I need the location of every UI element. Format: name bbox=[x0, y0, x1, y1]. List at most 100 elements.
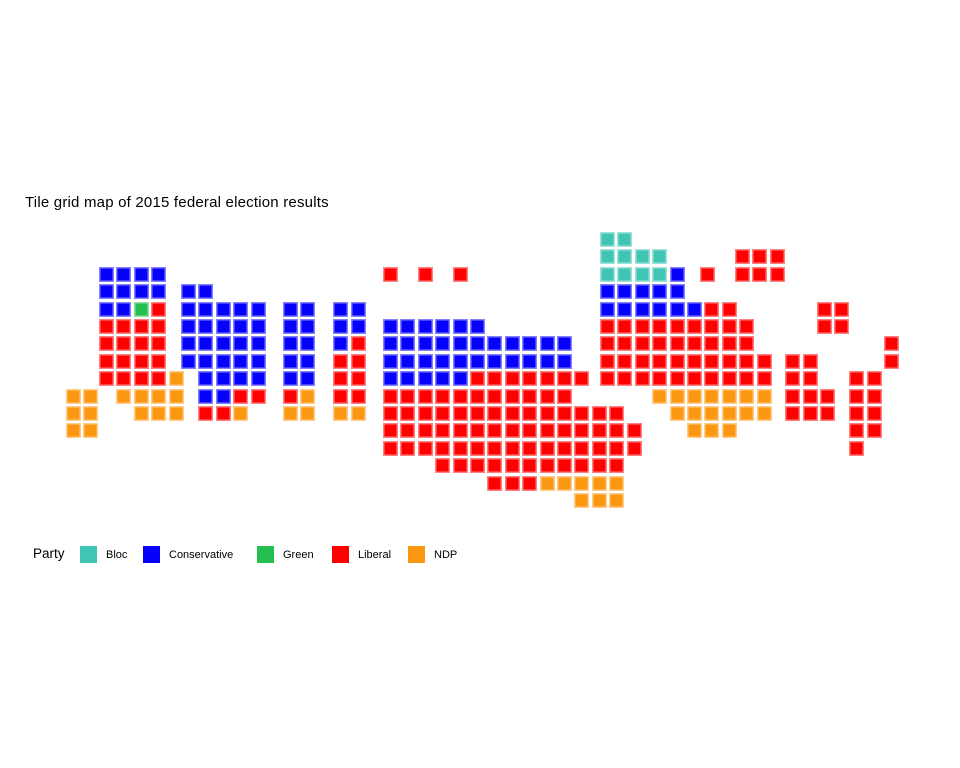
riding-tile bbox=[435, 423, 451, 439]
riding-tile bbox=[721, 353, 737, 369]
riding-tile bbox=[634, 301, 650, 317]
riding-tile bbox=[700, 266, 715, 282]
riding-tile bbox=[133, 319, 149, 334]
riding-tile bbox=[704, 301, 720, 317]
riding-tile bbox=[66, 388, 81, 404]
riding-tile bbox=[215, 301, 231, 317]
riding-tile bbox=[539, 440, 555, 456]
legend-swatch-icon bbox=[332, 546, 349, 563]
riding-tile bbox=[350, 353, 366, 369]
riding-tile bbox=[435, 406, 451, 421]
riding-tile bbox=[504, 353, 520, 369]
riding-tile bbox=[250, 319, 266, 334]
riding-tile bbox=[383, 388, 398, 404]
riding-tile bbox=[470, 423, 485, 439]
riding-tile bbox=[198, 388, 214, 404]
riding-tile bbox=[669, 336, 685, 352]
riding-tile bbox=[300, 388, 316, 404]
riding-tile bbox=[151, 371, 167, 387]
riding-tile bbox=[383, 440, 398, 456]
riding-tile bbox=[626, 423, 642, 439]
riding-tile bbox=[198, 406, 214, 421]
riding-tile bbox=[151, 266, 167, 282]
riding-tile bbox=[99, 336, 114, 352]
riding-tile bbox=[250, 336, 266, 352]
riding-tile bbox=[591, 475, 607, 491]
riding-tile bbox=[282, 301, 298, 317]
riding-tile bbox=[215, 406, 231, 421]
riding-tile bbox=[181, 301, 196, 317]
riding-tile bbox=[99, 353, 114, 369]
riding-tile bbox=[400, 388, 416, 404]
riding-tile bbox=[99, 371, 114, 387]
riding-tile bbox=[233, 388, 249, 404]
riding-tile bbox=[198, 319, 214, 334]
riding-tile bbox=[198, 301, 214, 317]
riding-tile bbox=[168, 388, 184, 404]
riding-tile bbox=[300, 336, 316, 352]
riding-tile bbox=[634, 371, 650, 387]
riding-tile bbox=[133, 353, 149, 369]
riding-tile bbox=[574, 440, 590, 456]
riding-tile bbox=[785, 388, 801, 404]
riding-tile bbox=[383, 423, 398, 439]
riding-tile bbox=[617, 336, 633, 352]
riding-tile bbox=[282, 353, 298, 369]
riding-tile bbox=[487, 458, 503, 474]
riding-tile bbox=[669, 301, 685, 317]
riding-tile bbox=[116, 301, 132, 317]
riding-tile bbox=[756, 353, 772, 369]
riding-tile bbox=[739, 353, 755, 369]
riding-tile bbox=[866, 371, 882, 387]
riding-tile bbox=[522, 371, 538, 387]
riding-tile bbox=[333, 406, 349, 421]
riding-tile bbox=[849, 440, 865, 456]
riding-tile bbox=[687, 406, 702, 421]
riding-tile bbox=[734, 249, 750, 265]
riding-tile bbox=[300, 301, 316, 317]
riding-tile bbox=[435, 388, 451, 404]
riding-tile bbox=[687, 353, 702, 369]
riding-tile bbox=[600, 371, 615, 387]
riding-tile bbox=[504, 388, 520, 404]
riding-tile bbox=[487, 371, 503, 387]
riding-tile bbox=[400, 336, 416, 352]
riding-tile bbox=[617, 266, 633, 282]
riding-tile bbox=[417, 440, 433, 456]
riding-tile bbox=[487, 475, 503, 491]
riding-tile bbox=[350, 371, 366, 387]
riding-tile bbox=[333, 301, 349, 317]
riding-tile bbox=[99, 301, 114, 317]
riding-tile bbox=[504, 458, 520, 474]
riding-tile bbox=[883, 336, 899, 352]
riding-tile bbox=[652, 319, 668, 334]
riding-tile bbox=[574, 493, 590, 508]
riding-tile bbox=[557, 371, 572, 387]
legend-item-label: Green bbox=[283, 549, 314, 561]
riding-tile bbox=[600, 301, 615, 317]
legend-item-label: Liberal bbox=[358, 549, 392, 561]
riding-tile bbox=[591, 440, 607, 456]
riding-tile bbox=[215, 371, 231, 387]
riding-tile bbox=[617, 232, 633, 247]
riding-tile bbox=[802, 388, 818, 404]
riding-tile bbox=[756, 388, 772, 404]
riding-tile bbox=[609, 423, 625, 439]
riding-tile bbox=[600, 249, 615, 265]
riding-tile bbox=[215, 336, 231, 352]
riding-tile bbox=[133, 301, 149, 317]
riding-tile bbox=[820, 388, 836, 404]
riding-tile bbox=[504, 440, 520, 456]
riding-tile bbox=[557, 458, 572, 474]
riding-tile bbox=[669, 406, 685, 421]
riding-tile bbox=[557, 440, 572, 456]
riding-tile bbox=[687, 319, 702, 334]
riding-tile bbox=[198, 353, 214, 369]
riding-tile bbox=[470, 458, 485, 474]
riding-tile bbox=[739, 336, 755, 352]
riding-tile bbox=[539, 423, 555, 439]
riding-tile bbox=[133, 371, 149, 387]
riding-tile bbox=[250, 353, 266, 369]
riding-tile bbox=[609, 406, 625, 421]
